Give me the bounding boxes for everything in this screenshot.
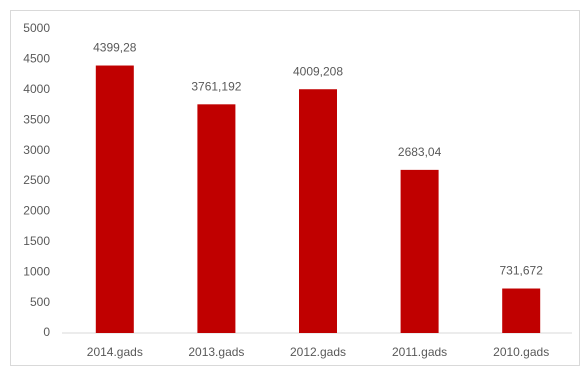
x-tick-label: 2012.gads bbox=[290, 345, 346, 359]
value-label: 4399,28 bbox=[93, 41, 137, 55]
bar bbox=[400, 169, 439, 333]
y-tick-label: 4500 bbox=[23, 52, 50, 66]
y-tick-label: 0 bbox=[43, 325, 50, 339]
y-tick-label: 500 bbox=[30, 295, 50, 309]
value-label: 3761,192 bbox=[191, 79, 241, 93]
value-label: 4009,208 bbox=[293, 64, 343, 78]
value-label: 2683,04 bbox=[398, 145, 442, 159]
y-tick-label: 4000 bbox=[23, 82, 50, 96]
value-label: 731,672 bbox=[500, 264, 544, 278]
y-tick-label: 1500 bbox=[23, 234, 50, 248]
bar bbox=[299, 89, 337, 334]
x-tick-label: 2011.gads bbox=[392, 345, 447, 359]
y-tick-label: 3500 bbox=[23, 112, 50, 126]
bar bbox=[502, 288, 541, 333]
bar bbox=[95, 65, 134, 333]
bar bbox=[197, 104, 236, 334]
y-tick-label: 1000 bbox=[23, 264, 50, 278]
y-tick-label: 2500 bbox=[23, 173, 50, 187]
y-tick-label: 3000 bbox=[23, 143, 50, 157]
x-tick-label: 2014.gads bbox=[87, 345, 143, 359]
y-tick-label: 2000 bbox=[23, 204, 50, 218]
x-tick-label: 2010.gads bbox=[493, 345, 549, 359]
x-tick-label: 2013.gads bbox=[188, 345, 244, 359]
y-tick-label: 5000 bbox=[23, 21, 50, 35]
